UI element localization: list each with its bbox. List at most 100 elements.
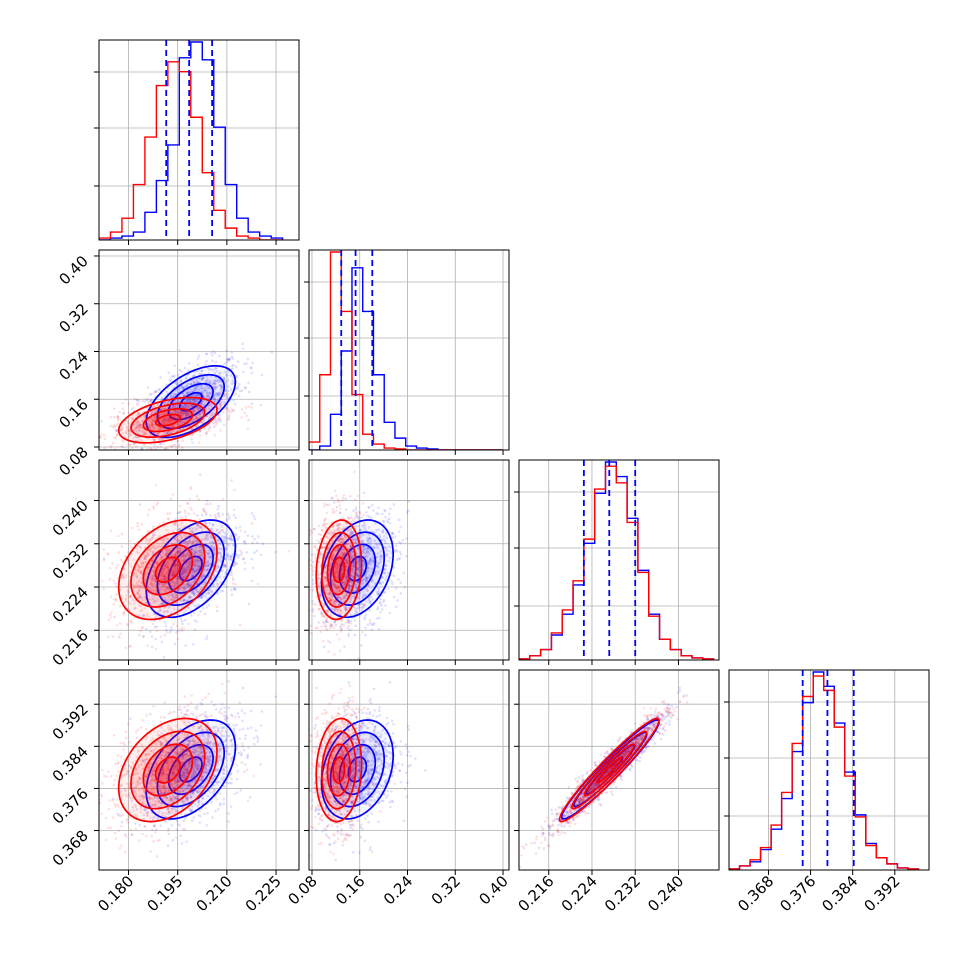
- scatter-point: [127, 551, 130, 554]
- scatter-point: [392, 536, 395, 539]
- scatter-point: [231, 571, 234, 574]
- scatter-point: [149, 630, 152, 633]
- scatter-point: [379, 611, 382, 614]
- scatter-point: [334, 490, 337, 493]
- scatter-point: [335, 509, 338, 512]
- scatter-point: [313, 565, 316, 568]
- scatter-point: [234, 403, 237, 406]
- scatter-point: [107, 619, 110, 622]
- scatter-point: [215, 361, 218, 364]
- scatter-point: [93, 428, 96, 431]
- scatter-point: [164, 621, 167, 624]
- scatter-point: [225, 586, 228, 589]
- scatter-point: [179, 516, 182, 519]
- scatter-point: [185, 515, 188, 518]
- scatter-point: [155, 451, 158, 454]
- scatter-point: [395, 587, 398, 590]
- scatter-point: [398, 530, 401, 533]
- scatter-point: [220, 590, 223, 593]
- scatter-point: [166, 447, 169, 450]
- scatter-point: [391, 580, 394, 583]
- scatter-point: [395, 606, 398, 609]
- scatter-point: [202, 507, 205, 510]
- scatter-point: [189, 506, 192, 509]
- scatter-point: [172, 623, 175, 626]
- scatter-point: [149, 400, 152, 403]
- scatter-point: [348, 625, 351, 628]
- scatter-point: [113, 426, 116, 429]
- scatter-point: [259, 404, 262, 407]
- scatter-point: [151, 635, 154, 638]
- scatter-point: [199, 434, 202, 437]
- scatter-point: [119, 633, 122, 636]
- scatter-point: [183, 627, 186, 630]
- scatter-point: [257, 583, 260, 586]
- panel-p2-p3: [297, 460, 509, 665]
- scatter-point: [363, 618, 366, 621]
- scatter-point: [164, 447, 167, 450]
- scatter-point: [113, 616, 116, 619]
- scatter-point: [145, 628, 148, 631]
- scatter-point: [174, 643, 177, 646]
- scatter-point: [246, 534, 249, 537]
- scatter-point: [122, 612, 125, 615]
- scatter-point: [367, 623, 370, 626]
- scatter-point: [185, 452, 188, 455]
- scatter-point: [402, 539, 405, 542]
- scatter-point: [127, 624, 130, 627]
- scatter-point: [128, 411, 131, 414]
- scatter-point: [158, 388, 161, 391]
- scatter-point: [172, 493, 175, 496]
- scatter-point: [350, 622, 353, 625]
- scatter-point: [110, 416, 113, 419]
- scatter-point: [243, 363, 246, 366]
- scatter-point: [206, 353, 209, 356]
- scatter-point: [128, 645, 131, 648]
- scatter-point: [167, 518, 170, 521]
- scatter-point: [155, 503, 158, 506]
- panel-content: [99, 40, 299, 240]
- scatter-point: [224, 362, 227, 365]
- scatter-point: [384, 510, 387, 513]
- scatter-point: [234, 517, 237, 520]
- scatter-point: [121, 545, 124, 548]
- scatter-point: [230, 411, 233, 414]
- scatter-point: [116, 434, 119, 437]
- scatter-point: [223, 584, 226, 587]
- scatter-point: [118, 636, 121, 639]
- scatter-point: [405, 555, 408, 558]
- scatter-point: [323, 519, 326, 522]
- scatter-point: [204, 363, 207, 366]
- y-tick-label: 0.24: [55, 348, 91, 384]
- scatter-point: [383, 599, 386, 602]
- scatter-point: [405, 537, 408, 540]
- panel-p1-p1: [94, 40, 299, 245]
- panel-p2-p2: [304, 250, 509, 455]
- scatter-point: [141, 399, 144, 402]
- scatter-point: [184, 367, 187, 370]
- scatter-point: [128, 540, 131, 543]
- scatter-point: [245, 362, 248, 365]
- scatter-point: [353, 471, 356, 474]
- scatter-point: [236, 376, 239, 379]
- scatter-point: [304, 618, 307, 621]
- scatter-point: [251, 542, 254, 545]
- scatter-point: [88, 601, 91, 604]
- scatter-point: [237, 387, 240, 390]
- scatter-point: [361, 631, 364, 634]
- scatter-point: [112, 603, 115, 606]
- scatter-point: [165, 383, 168, 386]
- scatter-point: [186, 502, 189, 505]
- scatter-point: [214, 434, 217, 437]
- scatter-point: [211, 359, 214, 362]
- y-tick-label: 0.216: [49, 626, 92, 669]
- scatter-point: [338, 638, 341, 641]
- scatter-point: [160, 635, 163, 638]
- scatter-point: [149, 393, 152, 396]
- scatter-point: [119, 454, 122, 457]
- scatter-point: [239, 624, 242, 627]
- scatter-point: [391, 532, 394, 535]
- scatter-point: [119, 605, 122, 608]
- scatter-point: [337, 498, 340, 501]
- scatter-point: [358, 657, 361, 660]
